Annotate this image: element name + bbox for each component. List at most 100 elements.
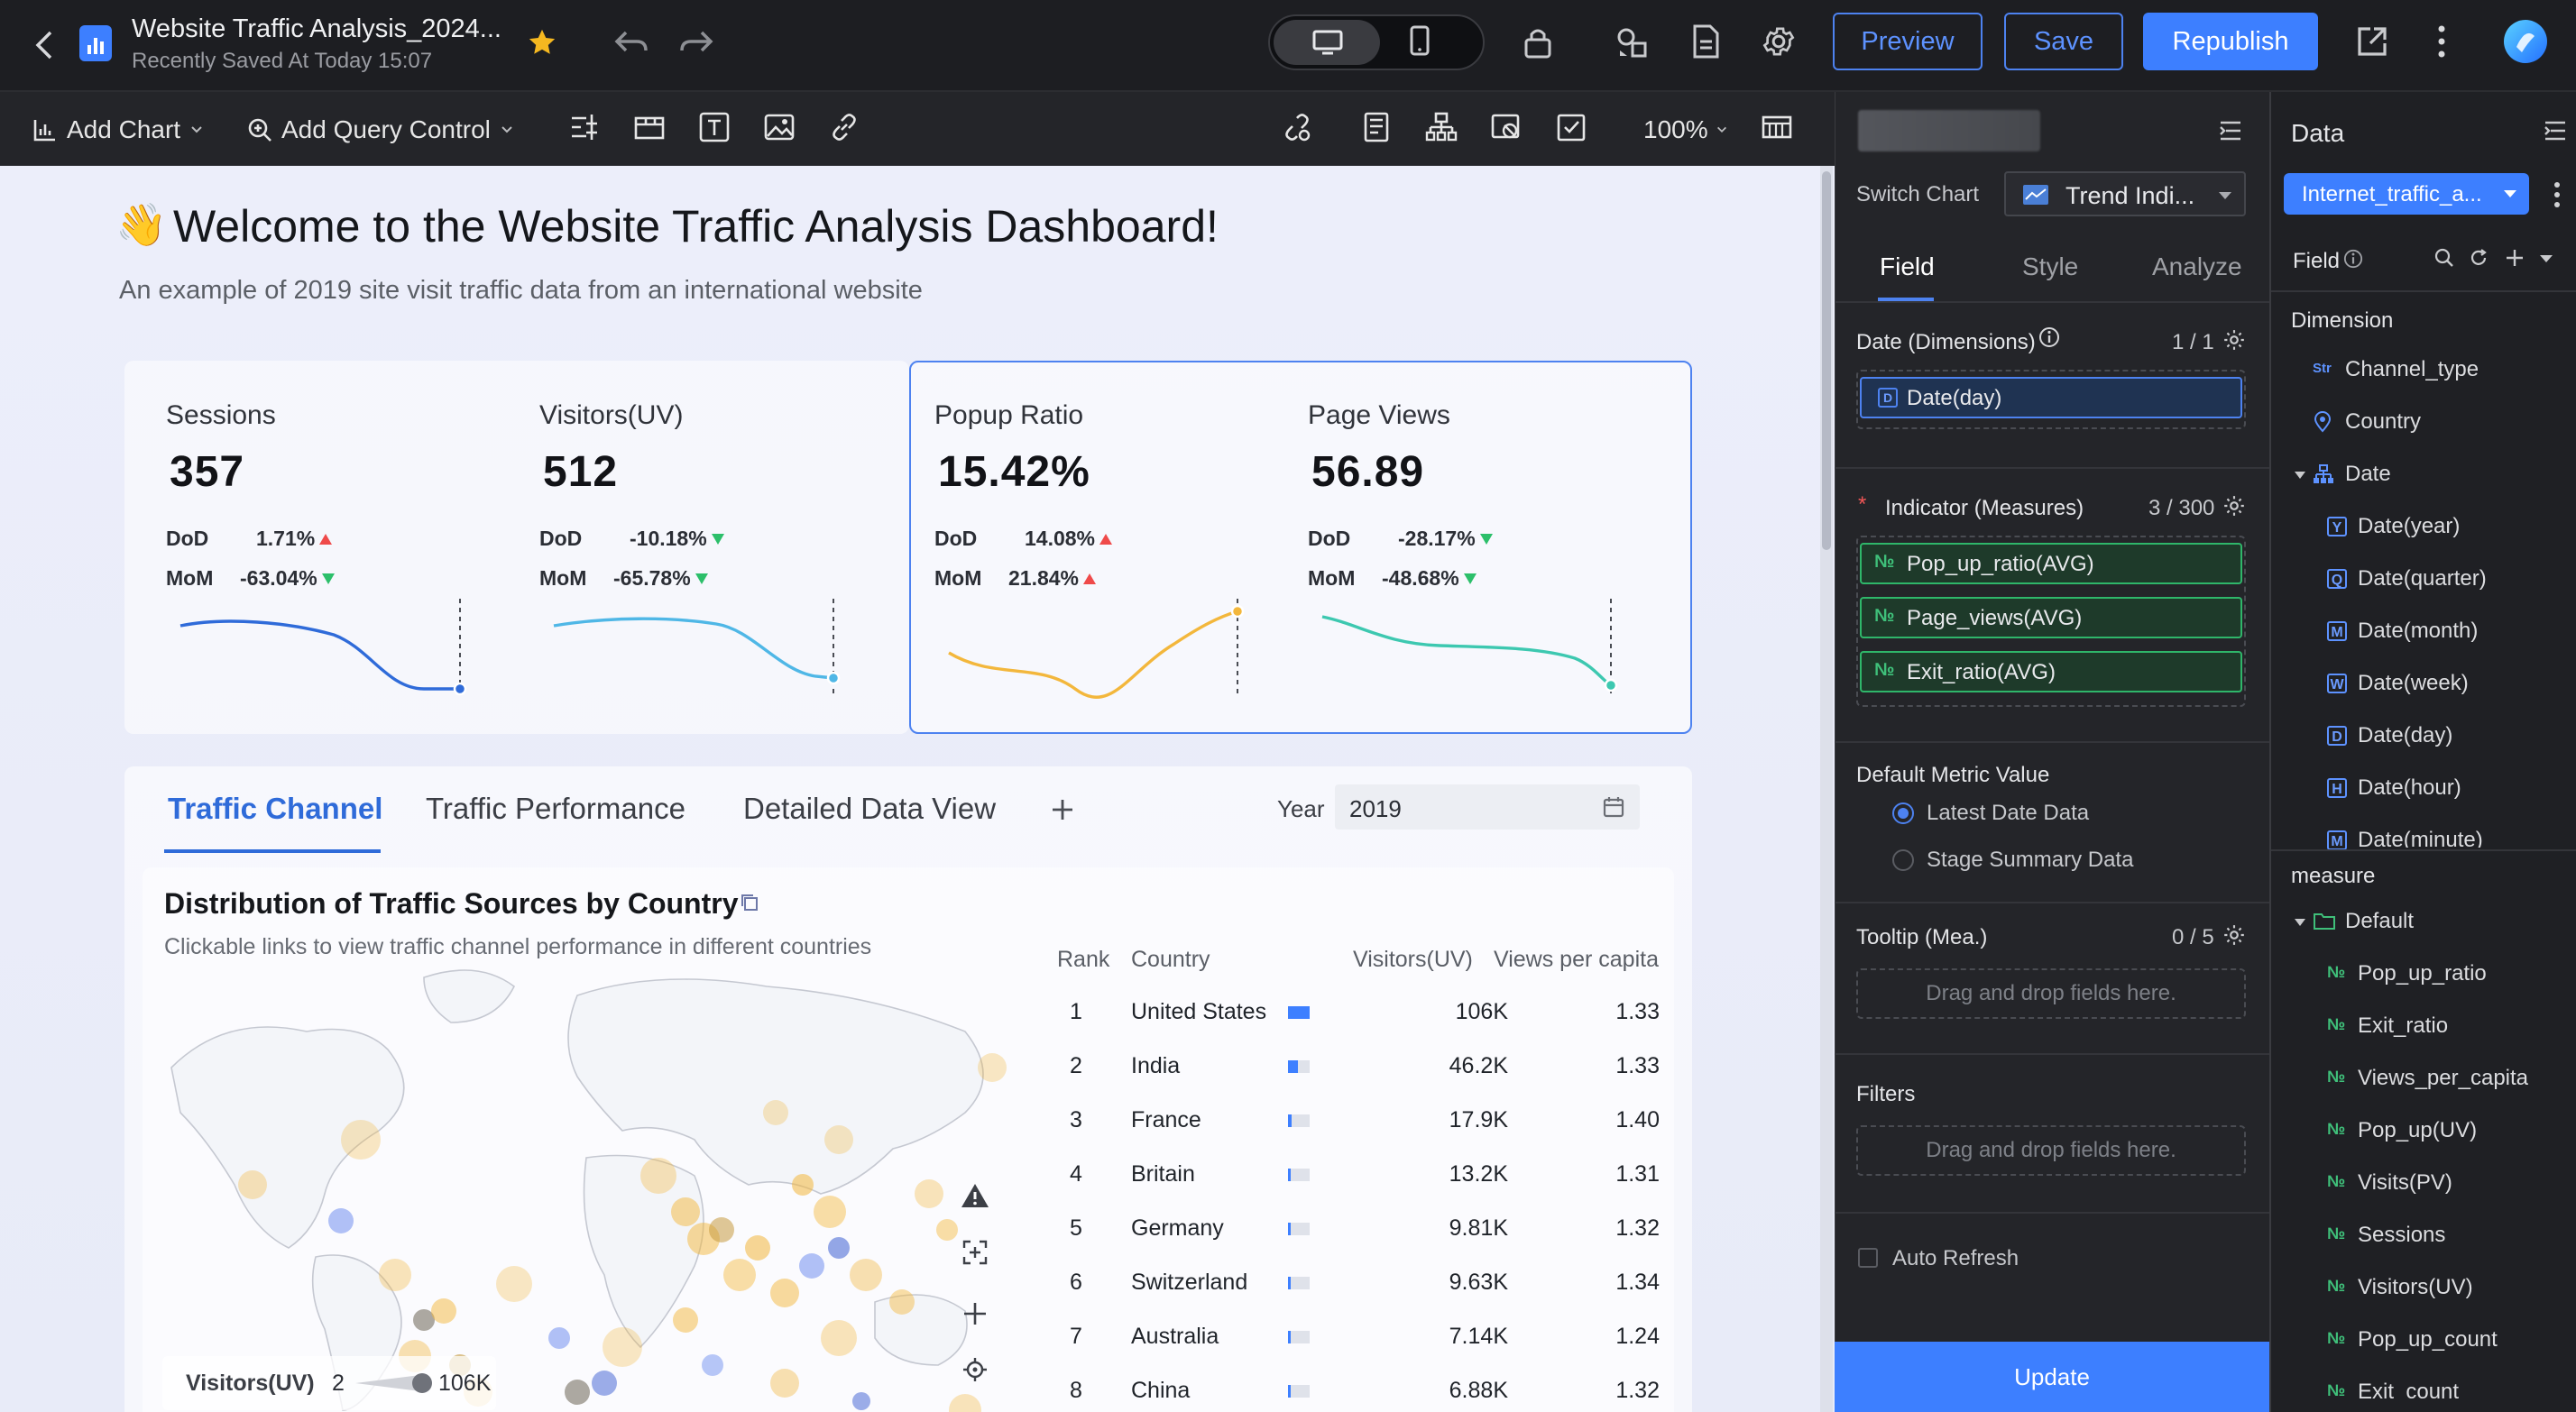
stage-summary-label[interactable]: Stage Summary Data — [1927, 848, 2134, 872]
tab-analyze[interactable]: Analyze — [2152, 252, 2242, 280]
auto-refresh-label[interactable]: Auto Refresh — [1892, 1246, 2019, 1270]
tooltip-drop-zone[interactable]: Drag and drop fields here. — [1856, 968, 2246, 1019]
country-cell[interactable]: Switzerland — [1131, 1270, 1248, 1295]
preview-button[interactable]: Preview — [1833, 13, 1983, 70]
country-cell[interactable]: China — [1131, 1378, 1191, 1403]
measure-field-item[interactable]: Sessions — [2358, 1223, 2446, 1247]
save-button[interactable]: Save — [2004, 13, 2123, 70]
default-folder-label[interactable]: Default — [2345, 909, 2415, 933]
locate-icon[interactable] — [961, 1356, 989, 1383]
tooltip-settings-gear-icon[interactable] — [2222, 923, 2246, 947]
link-icon[interactable] — [828, 111, 864, 147]
table-row[interactable]: 7 Australia 7.14K 1.24 — [1046, 1311, 1678, 1362]
hide-view-icon[interactable] — [1490, 111, 1526, 147]
field-search-icon[interactable] — [2433, 247, 2455, 269]
country-cell[interactable]: Australia — [1131, 1324, 1219, 1349]
table-row[interactable]: 3 France 17.9K 1.40 — [1046, 1095, 1678, 1145]
redo-icon[interactable] — [678, 27, 714, 58]
checklist-icon[interactable] — [1555, 111, 1591, 147]
data-panel-collapse-icon[interactable] — [2542, 117, 2569, 144]
auto-refresh-checkbox[interactable] — [1858, 1248, 1878, 1268]
table-row[interactable]: 4 Britain 13.2K 1.31 — [1046, 1149, 1678, 1199]
indicator-drop-zone[interactable] — [1856, 536, 2246, 707]
measure-field-item[interactable]: Views_per_capita — [2358, 1066, 2529, 1090]
tab-style[interactable]: Style — [2022, 252, 2079, 280]
date-caret-icon[interactable] — [2293, 469, 2307, 481]
canvas-scroll-thumb[interactable] — [1822, 171, 1831, 550]
dataset-select[interactable]: Internet_traffic_a... — [2284, 173, 2529, 215]
theme-icon[interactable] — [1615, 25, 1649, 60]
table-header-2[interactable]: Visitors(UV) — [1353, 947, 1473, 972]
zoom-select[interactable]: 100% — [1643, 112, 1728, 148]
link-settings-icon[interactable] — [1281, 111, 1317, 147]
dimension-field-item[interactable]: Date(month) — [2358, 619, 2479, 643]
more-options-icon[interactable] — [2435, 23, 2448, 60]
settings-gear-icon[interactable] — [1761, 23, 1797, 60]
grid-layout-icon[interactable] — [1761, 111, 1797, 147]
chart-type-select[interactable]: Trend Indi... — [2004, 171, 2246, 216]
dimension-field-item[interactable]: Date — [2345, 462, 2391, 486]
measure-field-item[interactable]: Pop_up_ratio — [2358, 961, 2487, 986]
dimension-field-item[interactable]: Date(hour) — [2358, 775, 2461, 800]
filters-drop-zone[interactable]: Drag and drop fields here. — [1856, 1125, 2246, 1176]
field-caret-icon[interactable] — [2538, 252, 2554, 265]
date-drop-zone[interactable] — [1856, 370, 2246, 429]
dataset-more-icon[interactable] — [2553, 180, 2562, 209]
measure-field-item[interactable]: Visits(PV) — [2358, 1170, 2452, 1195]
measure-chip[interactable]: Page_views(AVG) — [1860, 597, 2242, 638]
kpi-sparkline[interactable] — [940, 590, 1247, 716]
table-header-0[interactable]: Rank — [1057, 947, 1110, 972]
kpi-card-left[interactable] — [124, 361, 909, 734]
update-button[interactable]: Update — [1835, 1342, 2269, 1412]
filter-settings-icon[interactable] — [568, 111, 604, 147]
dimension-field-item[interactable]: Date(week) — [2358, 671, 2469, 695]
dimension-field-item[interactable]: Country — [2345, 409, 2422, 434]
zoom-in-icon[interactable] — [961, 1300, 989, 1327]
country-cell[interactable]: United States — [1131, 999, 1267, 1024]
field-add-icon[interactable] — [2504, 247, 2525, 269]
favorite-star-icon[interactable] — [527, 27, 557, 58]
add-query-control-button[interactable]: Add Query Control — [247, 112, 514, 148]
country-cell[interactable]: Britain — [1131, 1161, 1195, 1187]
year-picker[interactable]: 2019 — [1335, 784, 1640, 830]
add-chart-button[interactable]: Add Chart — [32, 112, 204, 148]
latest-date-radio[interactable] — [1892, 802, 1914, 824]
measure-chip[interactable]: Pop_up_ratio(AVG) — [1860, 543, 2242, 584]
zoom-area-icon[interactable] — [961, 1239, 989, 1266]
dimension-field-item[interactable]: Channel_type — [2345, 357, 2479, 381]
indicator-settings-gear-icon[interactable] — [2222, 494, 2246, 518]
table-row[interactable]: 6 Switzerland 9.63K 1.34 — [1046, 1257, 1678, 1307]
folder-caret-icon[interactable] — [2293, 916, 2307, 929]
layout-tree-icon[interactable] — [1425, 111, 1461, 147]
world-bubble-map[interactable] — [153, 959, 1019, 1412]
dimension-field-item[interactable]: Date(minute) — [2358, 828, 2483, 848]
republish-button[interactable]: Republish — [2143, 13, 2318, 70]
kpi-sparkline[interactable] — [1313, 590, 1620, 716]
kpi-sparkline[interactable] — [545, 590, 851, 716]
table-row[interactable]: 2 India 46.2K 1.33 — [1046, 1041, 1678, 1091]
field-refresh-icon[interactable] — [2468, 247, 2489, 269]
back-icon[interactable] — [31, 29, 60, 61]
text-box-icon[interactable] — [698, 111, 734, 147]
image-icon[interactable] — [763, 111, 799, 147]
field-info-icon[interactable] — [2343, 249, 2363, 269]
measure-chip[interactable]: Exit_ratio(AVG) — [1860, 651, 2242, 692]
measure-field-item[interactable]: Visitors(UV) — [2358, 1275, 2473, 1299]
user-avatar[interactable] — [2504, 20, 2547, 63]
undo-icon[interactable] — [613, 27, 649, 58]
country-cell[interactable]: Germany — [1131, 1215, 1224, 1241]
tab-traffic-performance[interactable]: Traffic Performance — [426, 792, 685, 825]
add-tab-icon[interactable] — [1050, 797, 1075, 822]
table-row[interactable]: 8 China 6.88K 1.32 — [1046, 1365, 1678, 1412]
measure-field-item[interactable]: Exit_ratio — [2358, 1013, 2449, 1038]
measure-field-item[interactable]: Pop_up_count — [2358, 1327, 2498, 1352]
measure-field-item[interactable]: Pop_up(UV) — [2358, 1118, 2478, 1142]
table-header-1[interactable]: Country — [1131, 947, 1210, 972]
panel-collapse-icon[interactable] — [2217, 117, 2244, 144]
date-settings-gear-icon[interactable] — [2222, 328, 2246, 352]
dimension-field-item[interactable]: Date(day) — [2358, 723, 2453, 747]
open-external-icon[interactable] — [2354, 23, 2390, 60]
country-cell[interactable]: India — [1131, 1053, 1181, 1078]
desktop-view-button[interactable] — [1274, 20, 1380, 65]
lock-icon[interactable] — [1523, 25, 1553, 60]
